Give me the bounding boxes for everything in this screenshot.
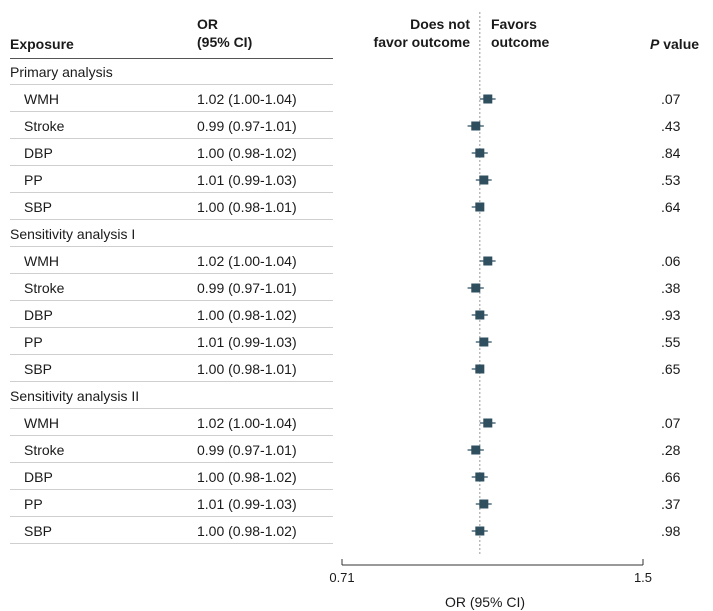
row-divider	[10, 138, 333, 139]
favors-outcome-line1: Favors	[491, 16, 537, 32]
exposure-label: SBP	[24, 199, 53, 215]
exposure-label: PP	[24, 496, 43, 512]
or-ci-text: 1.02 (1.00-1.04)	[197, 253, 297, 269]
or-ci-text: 1.00 (0.98-1.02)	[197, 307, 297, 323]
group-label: Sensitivity analysis I	[10, 226, 136, 242]
or-ci-text: 1.00 (0.98-1.01)	[197, 361, 297, 377]
or-marker	[475, 202, 485, 212]
or-marker	[483, 94, 493, 104]
does-not-favor-line2: favor outcome	[373, 34, 470, 50]
p-value: .98	[661, 523, 681, 539]
group-label: Sensitivity analysis II	[10, 388, 140, 404]
x-axis-title: OR (95% CI)	[444, 594, 526, 610]
or-ci-text: 1.00 (0.98-1.02)	[197, 469, 297, 485]
p-value: .43	[661, 118, 681, 134]
row-divider	[10, 246, 333, 247]
does-not-favor-header: Does not favor outcome	[340, 15, 470, 51]
or-header-line1: OR	[197, 16, 218, 32]
or-marker	[483, 418, 493, 428]
row-divider	[10, 408, 333, 409]
exposure-label: Stroke	[24, 280, 65, 296]
or-marker	[479, 175, 489, 185]
exposure-label: DBP	[24, 469, 53, 485]
row-divider	[10, 165, 333, 166]
or-ci-text: 0.99 (0.97-1.01)	[197, 442, 297, 458]
exposure-label: DBP	[24, 307, 53, 323]
p-value-header-rest: value	[659, 36, 700, 52]
row-divider	[10, 516, 333, 517]
or-ci-text: 1.02 (1.00-1.04)	[197, 415, 297, 431]
exposure-label: Stroke	[24, 442, 65, 458]
exposure-label: PP	[24, 334, 43, 350]
does-not-favor-line1: Does not	[410, 16, 470, 32]
x-tick-label: 0.71	[329, 570, 354, 585]
or-header-line2: (95% CI)	[197, 34, 253, 50]
p-value: .65	[661, 361, 681, 377]
exposure-label: PP	[24, 172, 43, 188]
p-value: .07	[661, 91, 681, 107]
or-marker	[471, 283, 481, 293]
or-ci-text: 0.99 (0.97-1.01)	[197, 118, 297, 134]
or-marker	[475, 526, 485, 536]
header-rule	[10, 58, 333, 59]
p-value: .28	[661, 442, 681, 458]
row-divider	[10, 354, 333, 355]
p-value: .53	[661, 172, 681, 188]
p-value: .06	[661, 253, 681, 269]
exposure-label: WMH	[24, 415, 59, 431]
p-value: .84	[661, 145, 681, 161]
row-divider	[10, 462, 333, 463]
x-tick-label: 1.5	[634, 570, 652, 585]
group-label: Primary analysis	[10, 64, 113, 80]
or-ci-text: 1.01 (0.99-1.03)	[197, 496, 297, 512]
row-divider	[10, 381, 333, 382]
p-value-header-italic: P	[650, 36, 660, 52]
p-value-header: P value	[650, 35, 699, 53]
or-header: OR (95% CI)	[197, 15, 252, 51]
or-marker	[475, 364, 485, 374]
or-marker	[483, 256, 493, 266]
or-marker	[479, 499, 489, 509]
row-divider	[10, 543, 333, 544]
or-ci-text: 1.00 (0.98-1.01)	[197, 199, 297, 215]
or-marker	[475, 310, 485, 320]
row-divider	[10, 219, 333, 220]
or-marker	[475, 472, 485, 482]
or-marker	[471, 121, 481, 131]
or-ci-text: 1.01 (0.99-1.03)	[197, 334, 297, 350]
exposure-label: SBP	[24, 361, 53, 377]
p-value: .07	[661, 415, 681, 431]
p-value: .93	[661, 307, 681, 323]
row-divider	[10, 489, 333, 490]
or-ci-text: 0.99 (0.97-1.01)	[197, 280, 297, 296]
row-divider	[10, 435, 333, 436]
p-value: .55	[661, 334, 681, 350]
exposure-label: WMH	[24, 253, 59, 269]
exposure-label: WMH	[24, 91, 59, 107]
row-divider	[10, 300, 333, 301]
or-ci-text: 1.00 (0.98-1.02)	[197, 523, 297, 539]
p-value: .37	[661, 496, 681, 512]
or-marker	[475, 148, 485, 158]
or-ci-text: 1.00 (0.98-1.02)	[197, 145, 297, 161]
row-divider	[10, 84, 333, 85]
exposure-label: Stroke	[24, 118, 65, 134]
p-value: .66	[661, 469, 681, 485]
p-value: .64	[661, 199, 681, 215]
exposure-label: SBP	[24, 523, 53, 539]
p-value: .38	[661, 280, 681, 296]
favors-outcome-line2: outcome	[491, 34, 550, 50]
row-divider	[10, 111, 333, 112]
row-divider	[10, 327, 333, 328]
or-marker	[479, 337, 489, 347]
or-ci-text: 1.01 (0.99-1.03)	[197, 172, 297, 188]
or-marker	[471, 445, 481, 455]
or-ci-text: 1.02 (1.00-1.04)	[197, 91, 297, 107]
favors-outcome-header: Favors outcome	[491, 15, 549, 51]
row-divider	[10, 192, 333, 193]
row-divider	[10, 273, 333, 274]
exposure-header: Exposure	[10, 36, 74, 52]
exposure-label: DBP	[24, 145, 53, 161]
